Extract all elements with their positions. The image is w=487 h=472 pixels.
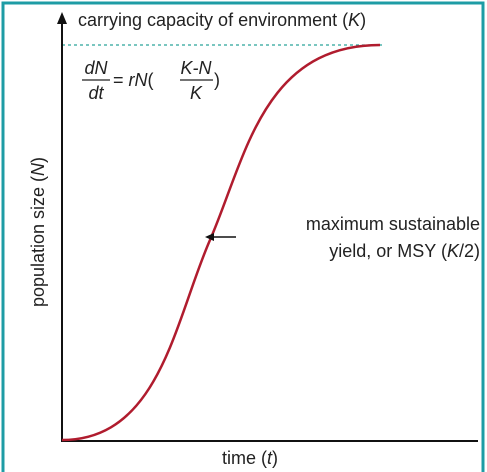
eq-r: r bbox=[129, 70, 136, 90]
y-arrow bbox=[57, 12, 67, 24]
label-symbol: N bbox=[28, 162, 48, 176]
title-symbol: K bbox=[348, 10, 361, 30]
label-text: time ( bbox=[222, 448, 267, 468]
eq-equals: = bbox=[113, 70, 129, 90]
title: carrying capacity of environment (K) bbox=[78, 10, 366, 30]
label-text: ) bbox=[28, 157, 48, 163]
eq-paren: ( bbox=[148, 70, 154, 90]
eq-numerator: K-N bbox=[181, 58, 213, 78]
title-text: ) bbox=[360, 10, 366, 30]
annotation-text: yield, or MSY ( bbox=[329, 241, 447, 261]
eq-denominator: dt bbox=[88, 83, 104, 103]
annotation-line: maximum sustainable bbox=[306, 214, 480, 234]
eq-n: N bbox=[135, 70, 149, 90]
title-text: carrying capacity of environment ( bbox=[78, 10, 348, 30]
label-text: ) bbox=[272, 448, 278, 468]
arrowhead bbox=[205, 233, 214, 241]
annotation-text: /2) bbox=[459, 241, 480, 261]
equation: dN dt = rN( K-N K ) bbox=[82, 58, 220, 103]
label-symbol: t bbox=[267, 448, 273, 468]
label-text: population size ( bbox=[28, 176, 48, 307]
eq-middle: = rN( bbox=[113, 70, 154, 90]
logistic-curve bbox=[61, 43, 381, 442]
annotation-symbol: K bbox=[447, 241, 460, 261]
eq-paren: ) bbox=[214, 70, 220, 90]
annotation-line: yield, or MSY (K/2) bbox=[329, 241, 480, 261]
eq-numerator: dN bbox=[84, 58, 108, 78]
x-axis-label: time (t) bbox=[222, 448, 278, 468]
eq-denominator: K bbox=[190, 83, 203, 103]
y-axis-label: population size (N) bbox=[28, 157, 48, 307]
